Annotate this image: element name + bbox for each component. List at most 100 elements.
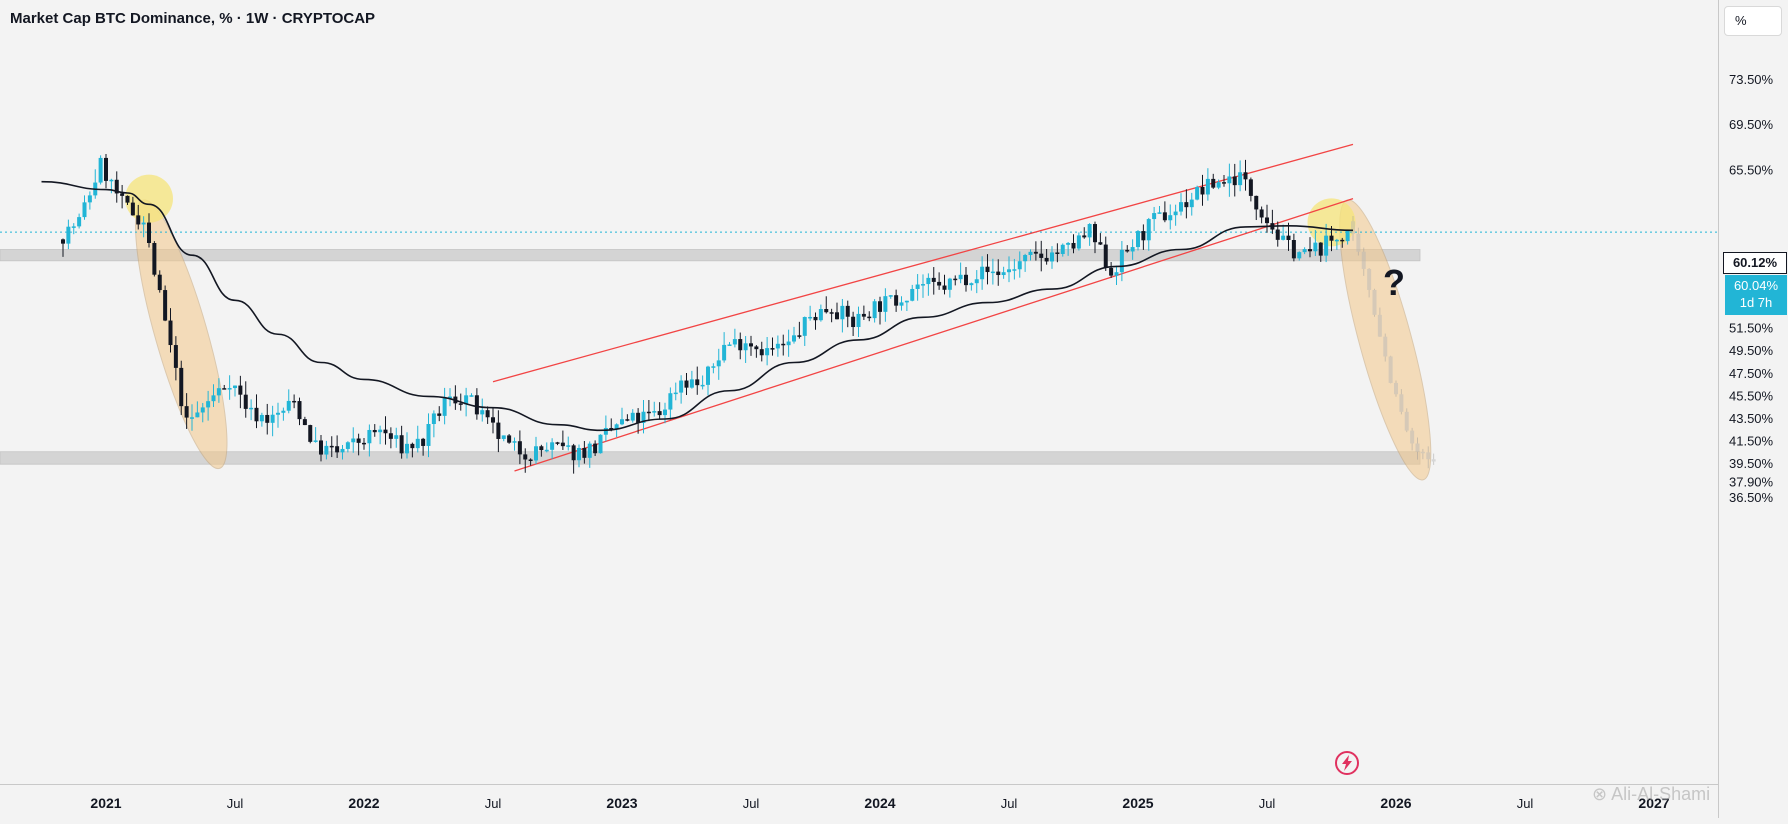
x-tick-label: 2021 [90,795,121,811]
candle-body [1222,182,1226,184]
candle-body [894,295,899,306]
candle [743,336,748,363]
candle [474,388,479,420]
y-tick-label: 65.50% [1729,162,1774,177]
candle [915,274,920,301]
candle [286,389,291,414]
moving-average-line [41,180,1354,432]
candle-body [1071,242,1076,249]
candle [1173,204,1178,226]
candle-body [792,335,796,342]
candle-body [867,316,872,319]
candle-body [378,429,383,433]
candle-body [388,433,393,439]
candle-body [802,317,807,336]
candle [582,440,587,464]
candle [491,408,495,434]
y-tick-label: 51.50% [1729,321,1774,336]
unit-selector-button[interactable]: % [1724,6,1782,36]
candle-body [1232,176,1237,186]
projected-candle [1361,247,1366,276]
candle [937,272,942,290]
candle-body [517,441,522,455]
candle [646,400,651,422]
candle [899,296,904,311]
candle [958,262,963,284]
candle-body [195,412,200,418]
candle [302,416,307,426]
candle [345,441,350,453]
candle-body [636,412,641,423]
candle-body [243,394,248,409]
candle [281,407,286,421]
time-axis[interactable]: 2021 Jul 2022 Jul 2023 Jul 2024 Jul 2025 Jul 2026 J… [0,784,1718,819]
candle-body [276,412,280,415]
y-tick-label: 69.50% [1729,117,1774,132]
candle [722,332,727,363]
candle [603,415,608,442]
candle [620,407,624,426]
candle [507,433,512,444]
candle [249,399,254,421]
candle-body [969,283,974,286]
candle-body [512,441,517,443]
candle-body [603,427,608,435]
candle-body [362,442,366,445]
candle-body [668,393,673,410]
candle-body [829,312,834,314]
candle-body [614,424,619,429]
candle [566,436,571,451]
candle-body [426,424,431,446]
candle-body [190,417,194,419]
candle-body [1324,235,1329,256]
last-price-badge: 60.12% [1723,252,1787,274]
candle-body [996,271,1001,276]
candle-body [308,425,313,442]
projected-candle-body [1351,221,1355,234]
candle-body [749,343,753,347]
candle-body [765,348,770,356]
candle-body [157,274,162,291]
candle-body [1001,272,1006,276]
candle-body [684,380,689,388]
x-tick-label: Jul [485,796,502,811]
candle-body [732,339,737,345]
candle [555,441,560,446]
candle [1222,174,1226,187]
candle-body [367,429,372,444]
projected-candle-body [1404,411,1409,431]
candle-body [577,447,581,461]
candle-body [1114,272,1119,276]
candle-body [77,217,82,227]
candle-body [818,309,823,321]
candle-body [270,414,275,423]
projected-candle-body [1426,452,1431,460]
candle [206,390,211,421]
candle-body [265,414,270,423]
candle [1028,249,1033,261]
candle [469,393,474,397]
candle [190,404,194,431]
candle [996,259,1001,286]
projection-ellipse-1 [135,199,228,470]
candle [894,289,899,312]
price-axis[interactable]: 73.50%69.50%65.50%57.50%53.50%51.50%49.5… [1718,0,1788,818]
candle [87,191,92,210]
candle-body [448,396,452,399]
candle [1033,241,1038,261]
candle [813,312,818,330]
projected-candle-body [1431,459,1436,462]
candle-body [464,395,469,405]
candle [1168,204,1173,230]
candle-body [652,411,657,413]
chart-title: Market Cap BTC Dominance, % · 1W · CRYPT… [10,10,376,27]
lightning-bolt-icon[interactable] [1334,750,1360,776]
candle-body [1189,199,1194,208]
candle [163,285,168,322]
candle [173,336,178,381]
candle [641,399,646,434]
candle [276,402,280,428]
candles [61,153,1350,474]
candle-body [1082,235,1087,238]
chart-plot-area[interactable] [0,0,1718,784]
